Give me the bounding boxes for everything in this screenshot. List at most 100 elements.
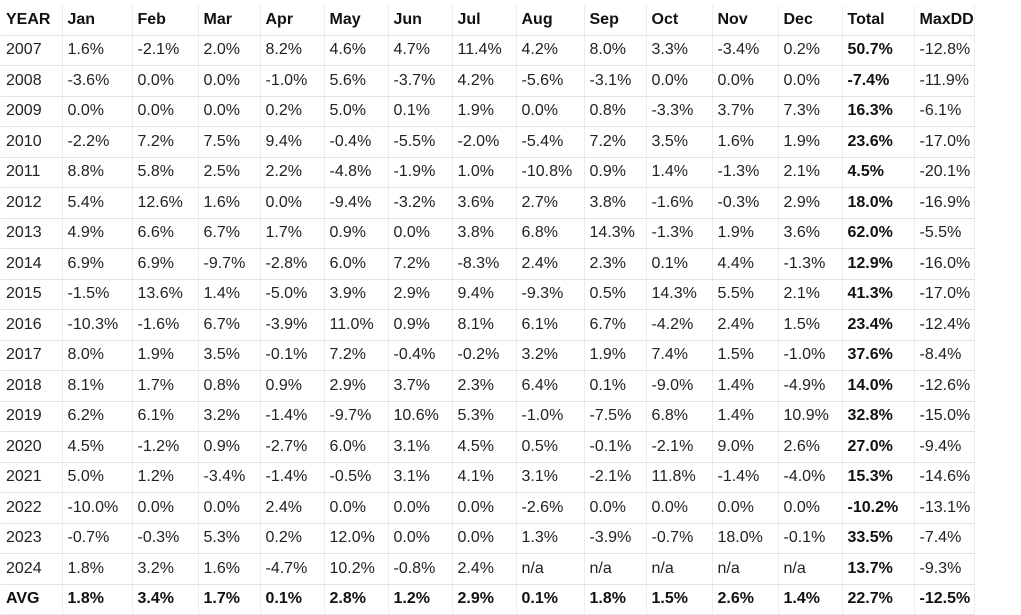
avg-value-cell: 2.6% — [712, 584, 779, 615]
month-return-cell: 2.5% — [198, 157, 261, 188]
total-cell: 27.0% — [842, 431, 915, 463]
month-return-cell: -0.1% — [778, 523, 843, 554]
month-return-cell: 7.2% — [388, 248, 453, 280]
month-return-cell: 0.8% — [584, 96, 647, 127]
month-return-cell: 12.0% — [324, 523, 389, 554]
maxdd-cell: -12.4% — [914, 309, 975, 341]
year-cell: 2015 — [1, 279, 63, 310]
month-return-cell: 4.5% — [62, 431, 133, 463]
month-return-cell: 2.2% — [260, 157, 325, 188]
month-return-cell: n/a — [516, 553, 585, 585]
month-return-cell: 3.7% — [712, 96, 779, 127]
month-return-cell: 6.0% — [324, 431, 389, 463]
month-return-cell: -5.4% — [516, 126, 585, 158]
month-return-cell: -4.9% — [778, 370, 843, 402]
month-return-cell: 0.2% — [778, 35, 843, 66]
month-return-cell: 5.3% — [452, 401, 517, 432]
month-return-cell: 4.9% — [62, 218, 133, 249]
total-cell: 14.0% — [842, 370, 915, 402]
month-return-cell: 8.1% — [62, 370, 133, 402]
month-return-cell: -0.4% — [388, 340, 453, 371]
month-return-cell: 3.9% — [324, 279, 389, 310]
month-return-cell: 2.3% — [584, 248, 647, 280]
month-return-cell: -3.3% — [646, 96, 713, 127]
column-header-sep: Sep — [584, 5, 647, 36]
month-return-cell: -3.9% — [260, 309, 325, 341]
month-return-cell: -1.0% — [778, 340, 843, 371]
table-row: 2015 -1.5% 13.6% 1.4% -5.0% 3.9% 2.9% 9.4% -9.3%… — [1, 279, 975, 310]
month-return-cell: 1.6% — [62, 35, 133, 66]
month-return-cell: 4.2% — [516, 35, 585, 66]
month-return-cell: 1.6% — [712, 126, 779, 158]
month-return-cell: 18.0% — [712, 523, 779, 554]
month-return-cell: -10.0% — [62, 492, 133, 524]
month-return-cell: 0.0% — [388, 492, 453, 524]
month-return-cell: 4.5% — [452, 431, 517, 463]
month-return-cell: 0.0% — [132, 65, 199, 97]
column-header-may: May — [324, 5, 389, 36]
month-return-cell: -9.7% — [324, 401, 389, 432]
total-cell: 62.0% — [842, 218, 915, 249]
column-header-maxdd: MaxDD — [914, 5, 975, 36]
month-return-cell: 3.7% — [388, 370, 453, 402]
month-return-cell: 11.8% — [646, 462, 713, 493]
month-return-cell: 1.8% — [62, 553, 133, 585]
month-return-cell: 6.9% — [62, 248, 133, 280]
total-cell: 37.6% — [842, 340, 915, 371]
month-return-cell: 1.9% — [584, 340, 647, 371]
avg-value-cell: 1.7% — [198, 584, 261, 615]
month-return-cell: 7.2% — [584, 126, 647, 158]
month-return-cell: -1.5% — [62, 279, 133, 310]
year-cell: 2024 — [1, 553, 63, 585]
month-return-cell: -1.0% — [516, 401, 585, 432]
month-return-cell: 6.4% — [516, 370, 585, 402]
month-return-cell: 8.2% — [260, 35, 325, 66]
year-cell: 2013 — [1, 218, 63, 249]
month-return-cell: 5.4% — [62, 187, 133, 219]
month-return-cell: 6.7% — [198, 218, 261, 249]
avg-value-cell: 22.7% — [842, 584, 915, 615]
maxdd-cell: -13.1% — [914, 492, 975, 524]
month-return-cell: 0.2% — [260, 96, 325, 127]
month-return-cell: 0.0% — [324, 492, 389, 524]
year-cell: 2019 — [1, 401, 63, 432]
month-return-cell: -0.3% — [132, 523, 199, 554]
month-return-cell: 7.2% — [132, 126, 199, 158]
month-return-cell: 5.5% — [712, 279, 779, 310]
month-return-cell: 4.4% — [712, 248, 779, 280]
month-return-cell: -0.5% — [324, 462, 389, 493]
month-return-cell: 6.7% — [584, 309, 647, 341]
total-cell: 23.6% — [842, 126, 915, 158]
month-return-cell: 3.1% — [388, 462, 453, 493]
month-return-cell: 3.2% — [516, 340, 585, 371]
month-return-cell: -3.9% — [584, 523, 647, 554]
avg-value-cell: 1.8% — [584, 584, 647, 615]
month-return-cell: -1.3% — [646, 218, 713, 249]
month-return-cell: 6.8% — [516, 218, 585, 249]
maxdd-cell: -16.9% — [914, 187, 975, 219]
month-return-cell: 2.9% — [388, 279, 453, 310]
month-return-cell: 0.0% — [388, 218, 453, 249]
table-row: 2011 8.8% 5.8% 2.5% 2.2% -4.8% -1.9% 1.0% -10.8%… — [1, 157, 975, 188]
maxdd-cell: -7.4% — [914, 523, 975, 554]
month-return-cell: -3.2% — [388, 187, 453, 219]
month-return-cell: 4.7% — [388, 35, 453, 66]
table-row: 2010 -2.2% 7.2% 7.5% 9.4% -0.4% -5.5% -2.0% -5.4… — [1, 126, 975, 158]
month-return-cell: -9.4% — [324, 187, 389, 219]
month-return-cell: 1.4% — [712, 370, 779, 402]
month-return-cell: 3.5% — [198, 340, 261, 371]
avg-value-cell: 1.8% — [62, 584, 133, 615]
month-return-cell: 2.9% — [324, 370, 389, 402]
month-return-cell: 6.1% — [516, 309, 585, 341]
maxdd-cell: -9.4% — [914, 431, 975, 463]
total-cell: -10.2% — [842, 492, 915, 524]
month-return-cell: 4.1% — [452, 462, 517, 493]
month-return-cell: 6.1% — [132, 401, 199, 432]
month-return-cell: 3.5% — [646, 126, 713, 158]
table-row: 2008 -3.6% 0.0% 0.0% -1.0% 5.6% -3.7% 4.2% -5.6%… — [1, 65, 975, 97]
month-return-cell: 0.0% — [260, 187, 325, 219]
table-row: 2022 -10.0% 0.0% 0.0% 2.4% 0.0% 0.0% 0.0% -2.6% 0… — [1, 492, 975, 524]
month-return-cell: -1.3% — [712, 157, 779, 188]
total-cell: 15.3% — [842, 462, 915, 493]
month-return-cell: -5.0% — [260, 279, 325, 310]
